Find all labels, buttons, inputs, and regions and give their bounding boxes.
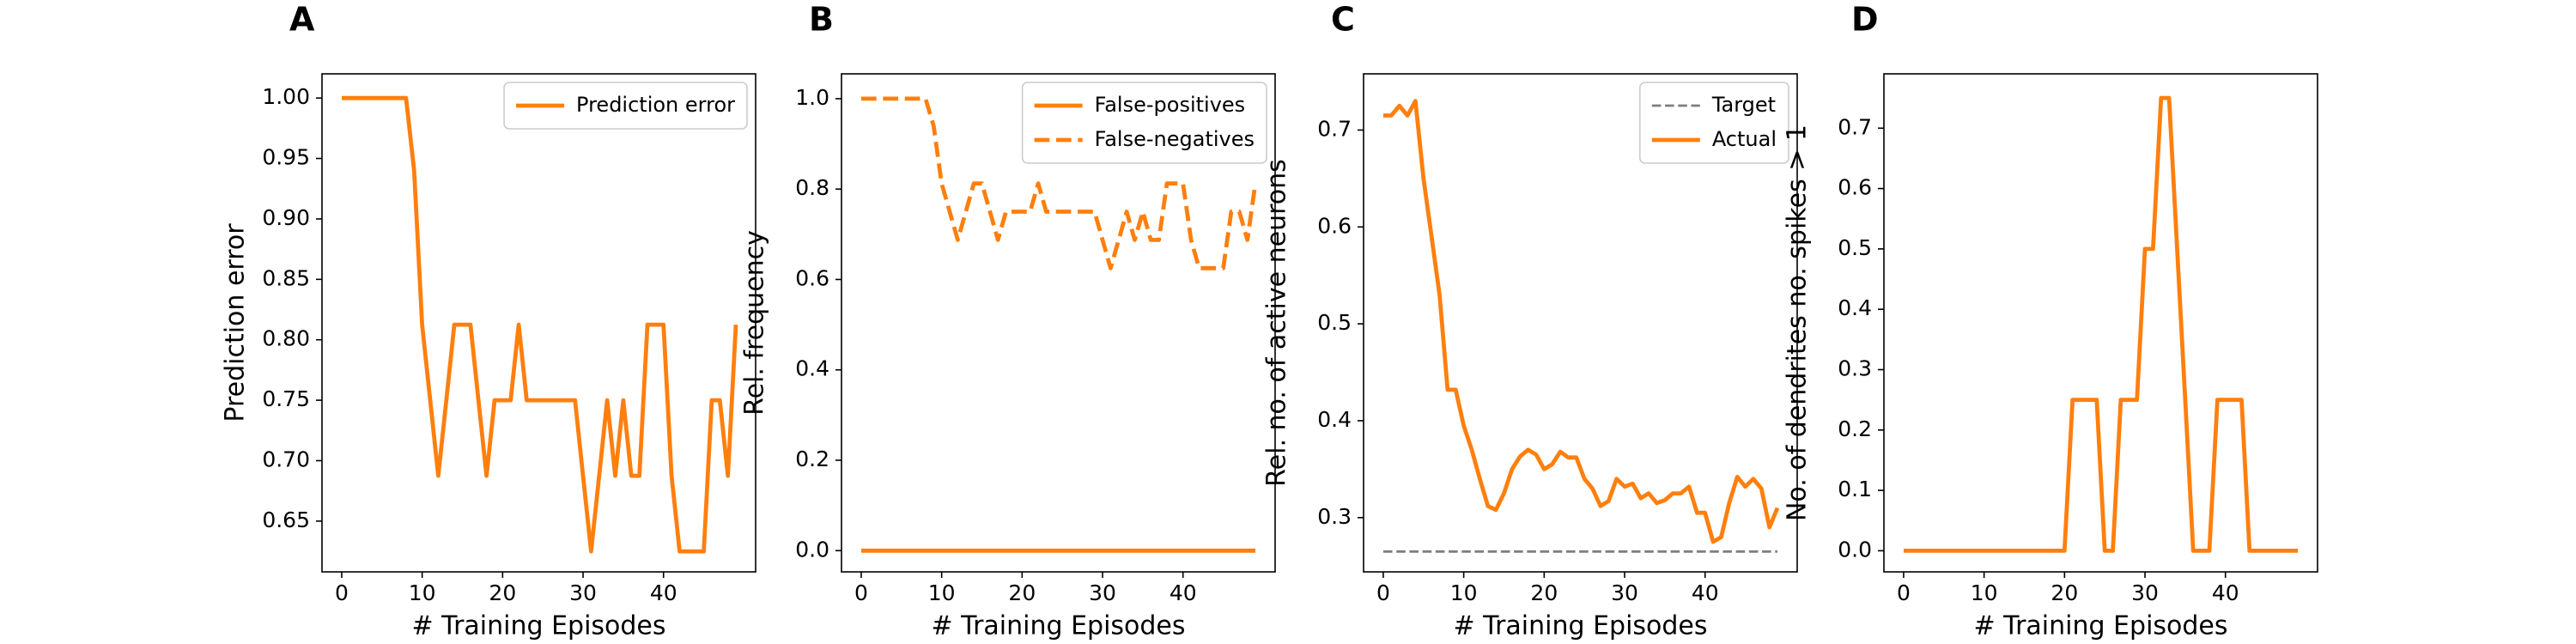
- y-tick-label: 0.80: [262, 326, 310, 351]
- y-tick-label: 0.7: [1317, 116, 1352, 141]
- x-axis-label: # Training Episodes: [1453, 611, 1707, 641]
- legend-box: [503, 82, 748, 130]
- x-tick-label: 40: [2212, 580, 2239, 605]
- series-line: [1383, 99, 1780, 544]
- x-tick-label: 40: [1692, 580, 1719, 605]
- x-tick-label: 20: [2050, 580, 2078, 605]
- y-tick-label: 0.3: [1838, 355, 1872, 380]
- x-tick-label: 30: [1089, 580, 1116, 605]
- x-tick-label: 0: [1897, 580, 1911, 605]
- y-tick-label: 0.7: [1838, 114, 1872, 139]
- legend-label: Prediction error: [576, 93, 735, 117]
- x-tick-label: 0: [854, 580, 868, 605]
- y-axis-label: No. of dendrites no. spikes > 1: [1783, 125, 1813, 521]
- legend-label: False-negatives: [1095, 127, 1255, 151]
- y-tick-label: 0.4: [1838, 295, 1872, 320]
- series-line: [861, 96, 1258, 270]
- x-tick-label: 10: [928, 580, 956, 605]
- panel-label: D: [1851, 1, 1879, 39]
- x-tick-label: 30: [1611, 580, 1638, 605]
- panel-label: C: [1331, 1, 1355, 39]
- legend-label: Target: [1711, 93, 1776, 117]
- y-tick-label: 0.3: [1317, 504, 1352, 529]
- series-line: [342, 95, 738, 554]
- y-tick-label: 0.5: [1838, 235, 1872, 260]
- x-axis-label: # Training Episodes: [411, 611, 665, 641]
- legend-label: Actual: [1712, 127, 1777, 151]
- legend-box: [1021, 82, 1267, 164]
- x-tick-label: 10: [1450, 580, 1478, 605]
- y-tick-label: 0.4: [1317, 407, 1352, 432]
- axes-frame: [841, 73, 1276, 573]
- y-tick-label: 0.1: [1838, 477, 1872, 501]
- x-axis-label: # Training Episodes: [931, 611, 1185, 641]
- x-axis-label: # Training Episodes: [1973, 611, 2227, 641]
- x-tick-label: 10: [409, 580, 436, 605]
- y-axis-label: Prediction error: [221, 223, 251, 422]
- y-tick-label: 0.6: [1838, 175, 1872, 200]
- y-axis-label: Rel. frequency: [740, 230, 770, 416]
- y-tick-label: 1.0: [795, 85, 829, 110]
- y-tick-label: 0.4: [795, 356, 829, 381]
- x-tick-label: 20: [1530, 580, 1558, 605]
- x-tick-label: 10: [1971, 580, 1998, 605]
- y-axis-label: Rel. no. of active neurons: [1262, 159, 1292, 487]
- series-line: [1904, 95, 2298, 553]
- x-tick-label: 0: [335, 580, 349, 605]
- axes-frame: [1883, 73, 2318, 573]
- y-tick-label: 0.65: [262, 507, 310, 532]
- y-tick-label: 0.2: [795, 447, 829, 471]
- panel-label: A: [289, 1, 315, 39]
- axes-frame: [1363, 73, 1798, 573]
- y-tick-label: 0.0: [795, 537, 829, 562]
- x-tick-label: 40: [650, 580, 677, 605]
- y-tick-label: 1.00: [262, 84, 310, 109]
- y-tick-label: 0.6: [1317, 213, 1352, 238]
- y-tick-label: 0.8: [795, 175, 829, 200]
- y-tick-label: 0.75: [262, 386, 310, 411]
- legend-label: False-positives: [1095, 93, 1246, 117]
- panel-label: B: [809, 1, 834, 39]
- axes-frame: [321, 73, 756, 573]
- y-tick-label: 0.85: [262, 265, 310, 290]
- y-tick-label: 0.5: [1317, 310, 1352, 335]
- y-tick-label: 0.70: [262, 447, 310, 471]
- y-tick-label: 0.2: [1838, 416, 1872, 441]
- x-tick-label: 20: [489, 580, 516, 605]
- y-tick-label: 0.90: [262, 205, 310, 230]
- x-tick-label: 30: [569, 580, 597, 605]
- x-tick-label: 40: [1170, 580, 1197, 605]
- x-tick-label: 30: [2131, 580, 2159, 605]
- y-tick-label: 0.6: [795, 265, 829, 290]
- y-tick-label: 0.0: [1838, 537, 1872, 562]
- y-tick-label: 0.95: [262, 145, 310, 170]
- x-tick-label: 0: [1376, 580, 1390, 605]
- legend-box: [1639, 82, 1789, 164]
- x-tick-label: 20: [1008, 580, 1036, 605]
